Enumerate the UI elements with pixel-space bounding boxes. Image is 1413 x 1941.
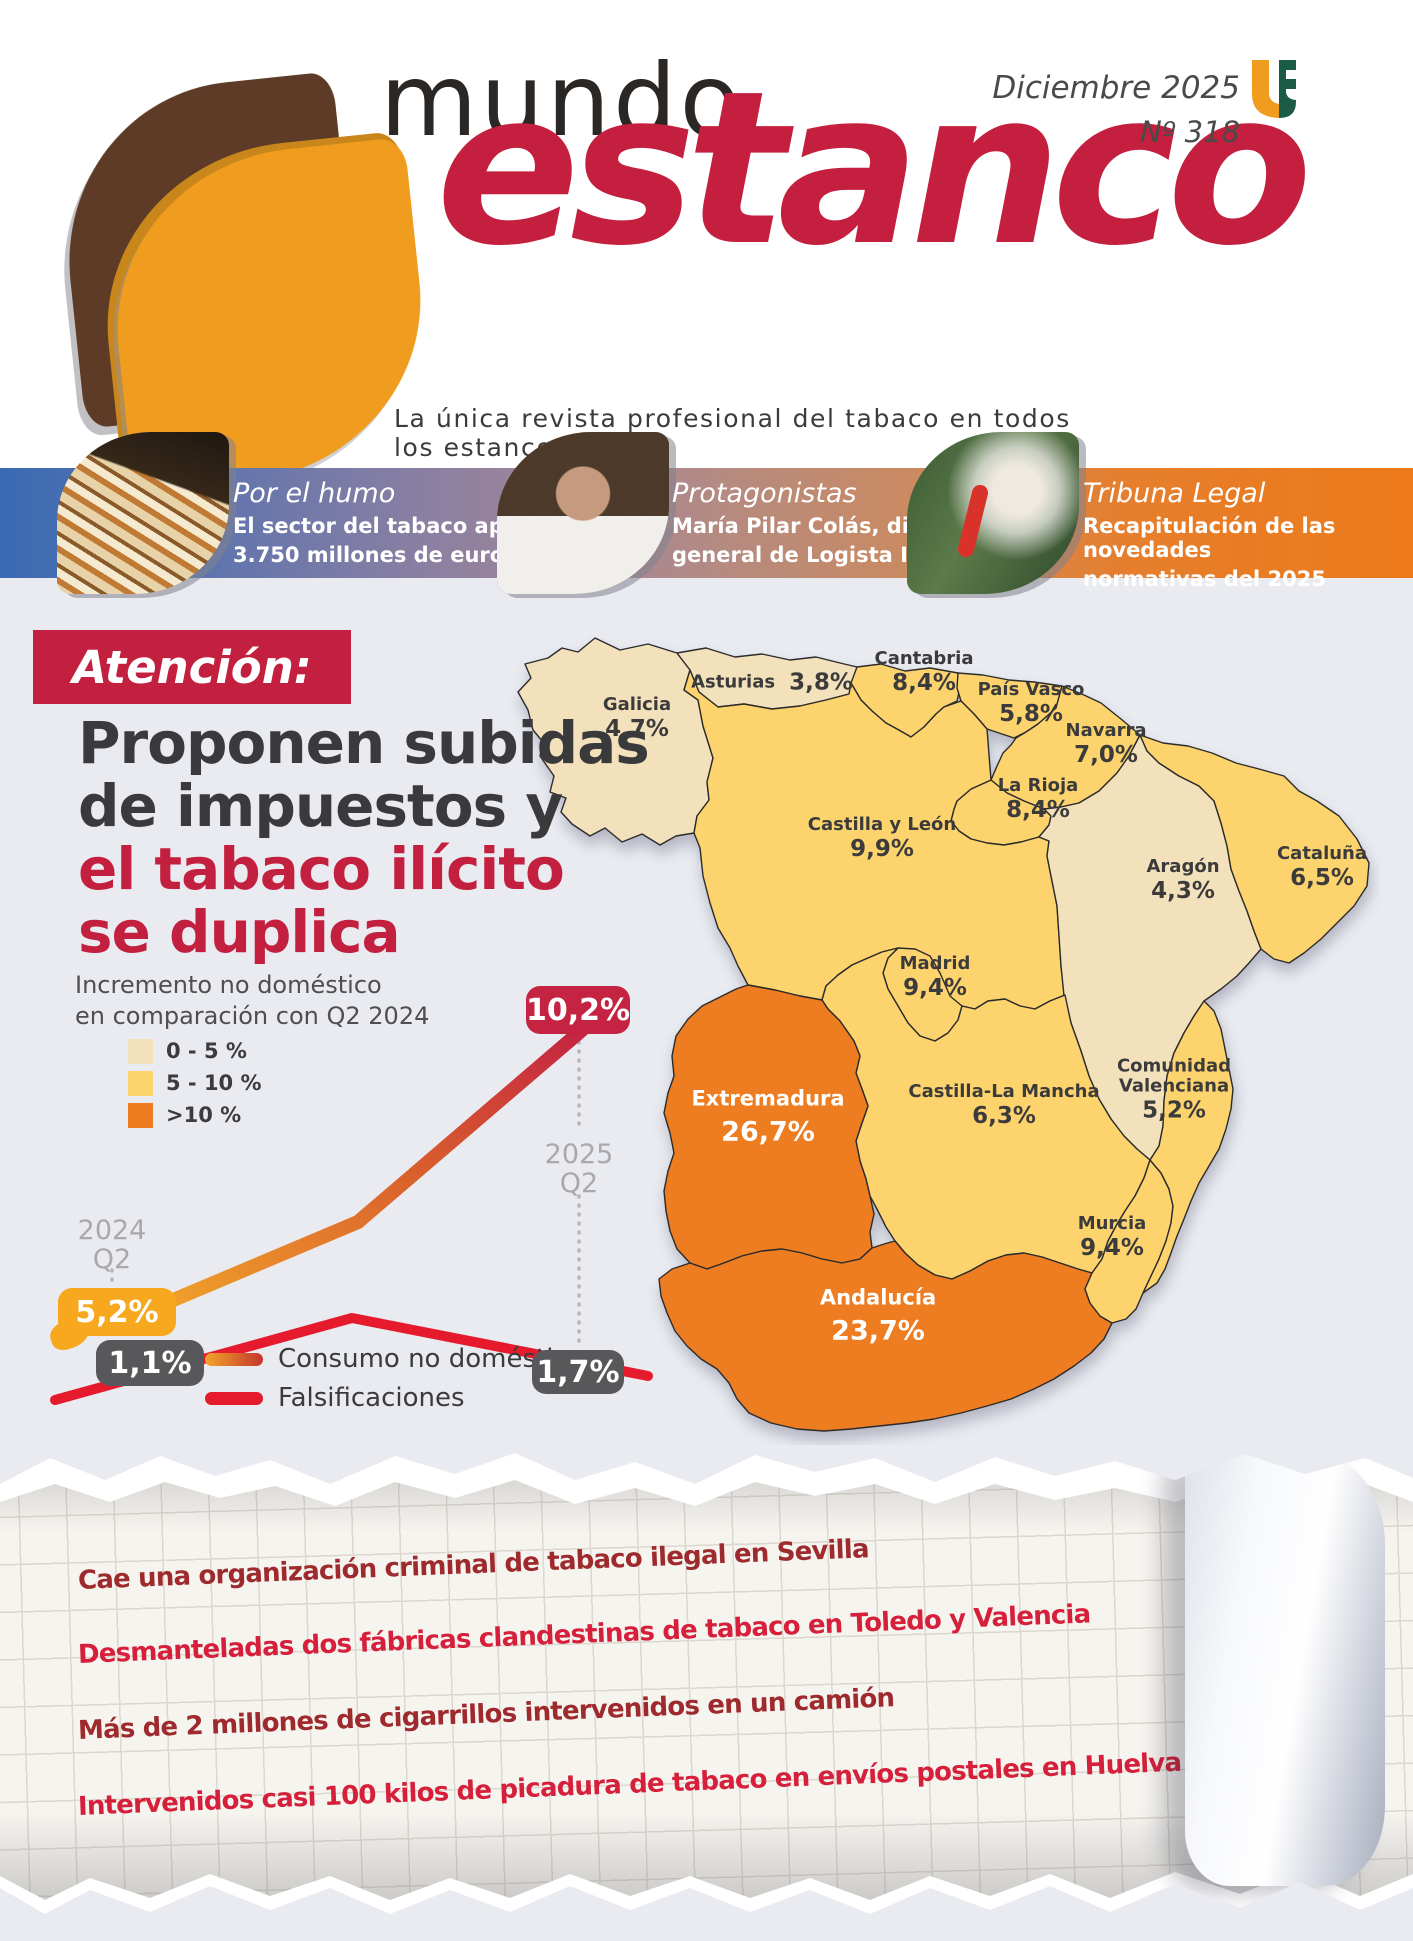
map-label-andalucia: Andalucía 23,7%	[819, 1285, 937, 1347]
map-label-galicia: Galicia 4,7%	[602, 694, 672, 742]
banner-line2: normativas del 2025	[1083, 567, 1326, 591]
headline-red-line1: el tabaco ilícito	[78, 835, 565, 903]
logo-mark-orange-half	[1252, 60, 1279, 118]
brand-name-estanco: estanco	[436, 45, 1313, 292]
torn-paper-section: Cae una organización criminal de tabaco …	[0, 1453, 1413, 1914]
banner-section-title: Tribuna Legal	[1083, 478, 1266, 509]
banner-section-title: Protagonistas	[672, 478, 857, 509]
map-label-asturias: Asturias 3,8%	[691, 669, 853, 696]
issue-number: Nº 318	[1140, 115, 1240, 149]
region-comunidad-valenciana	[1142, 1000, 1234, 1294]
banner-section-title: Por el humo	[233, 478, 396, 509]
region-cataluna	[1139, 734, 1370, 964]
map-label-murcia: Murcia 9,4%	[1077, 1213, 1147, 1261]
legend-swatch-low	[128, 1038, 153, 1064]
issue-block: Diciembre 2025 Nº 318	[992, 70, 1240, 149]
map-label-castilla-y-leon: Castilla y León 9,9%	[807, 814, 957, 862]
page-curl	[1185, 1454, 1385, 1886]
series-legend: Consumo no doméstico Falsificaciones	[205, 1344, 584, 1424]
headline-dark-line1: Proponen subidas	[78, 709, 650, 777]
map-label-navarra: Navarra 7,0%	[1065, 720, 1147, 768]
map-label-castilla-la-mancha: Castilla-La Mancha 6,3%	[908, 1081, 1100, 1129]
map-label-cataluna: Cataluña 6,5%	[1276, 843, 1368, 891]
legend-swatch-high	[128, 1102, 153, 1128]
logo-mark-green-half	[1279, 60, 1296, 118]
x-label-2025-q2: 2025 Q2	[544, 1139, 614, 1199]
paper-torn-shading	[0, 1480, 1413, 1900]
spain-choropleth-map	[517, 637, 1370, 1432]
map-label-pais-vasco: País Vasco 5,8%	[977, 679, 1085, 727]
map-label-aragon: Aragón 4,3%	[1146, 856, 1220, 904]
map-label-la-rioja: La Rioja 8,4%	[997, 775, 1079, 823]
woman-portrait-photo-icon	[497, 432, 669, 594]
banner-line1: Recapitulación de las novedades	[1083, 514, 1336, 562]
consumo-line-swatch	[205, 1352, 263, 1366]
x-label-2024-q2: 2024 Q2	[77, 1215, 147, 1275]
feature-headline: Proponen subidas de impuestos y el tabac…	[78, 709, 650, 966]
ute-logo-mark-icon	[1248, 60, 1310, 124]
chart-title-line1: Incremento no doméstico	[75, 971, 382, 999]
legend-row-low: 0 - 5 %	[128, 1038, 262, 1064]
thumbnail-portrait	[497, 432, 669, 594]
chart-title: Incremento no doméstico en comparación c…	[75, 970, 429, 1032]
data-badge-10-2: 10,2%	[526, 986, 630, 1034]
data-badge-1-7: 1,7%	[532, 1350, 624, 1394]
data-badge-1-1: 1,1%	[96, 1340, 204, 1386]
vape-device-shape	[956, 483, 990, 559]
map-label-extremadura: Extremadura 26,7%	[691, 1086, 845, 1148]
banner-strip	[0, 468, 1413, 578]
map-label-madrid: Madrid 9,4%	[899, 953, 971, 1001]
headline-red-line2: se duplica	[78, 898, 401, 966]
falsificaciones-line-swatch	[205, 1391, 263, 1405]
cigarettes-photo-icon	[57, 432, 229, 594]
headline-dark-line2: de impuestos y	[78, 772, 563, 840]
legend-row-mid: 5 - 10 %	[128, 1070, 262, 1096]
vaping-photo-icon	[907, 432, 1079, 594]
chart-title-line2: en comparación con Q2 2024	[75, 1002, 430, 1030]
thumbnail-vaping	[907, 432, 1079, 594]
data-badge-5-2: 5,2%	[58, 1288, 176, 1336]
thumbnail-cigarettes	[57, 432, 229, 594]
map-label-cantabria: Cantabria 8,4%	[874, 648, 974, 696]
kicker-atencion: Atención:	[33, 630, 351, 704]
map-label-comunidad-valenciana: Comunidad Valenciana 5,2%	[1116, 1055, 1232, 1124]
legend-row-high: >10 %	[128, 1102, 262, 1128]
issue-date: Diciembre 2025	[992, 70, 1240, 106]
choropleth-legend: 0 - 5 % 5 - 10 % >10 %	[128, 1038, 262, 1134]
banner-item-tribuna-legal: Tribuna Legal Recapitulación de las nove…	[1083, 478, 1413, 591]
notebook-paper: Cae una organización criminal de tabaco …	[0, 1480, 1413, 1900]
consumo-no-domestico-line	[133, 1023, 589, 1321]
series-row-falsificaciones: Falsificaciones	[205, 1383, 584, 1413]
brand-name-mundo: mundo	[380, 42, 744, 159]
series-row-consumo: Consumo no doméstico	[205, 1344, 584, 1374]
legend-swatch-mid	[128, 1070, 153, 1096]
